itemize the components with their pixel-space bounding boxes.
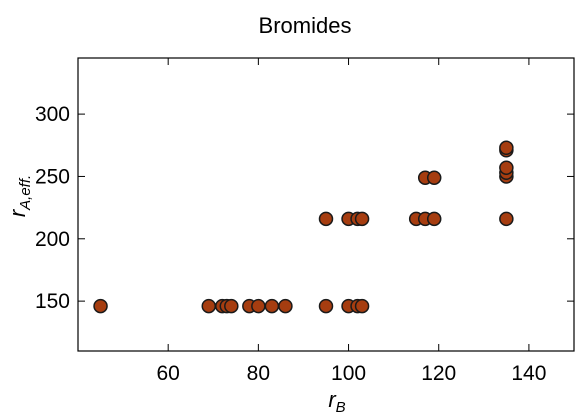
data-point (428, 212, 441, 225)
data-point (500, 212, 513, 225)
data-point (500, 161, 513, 174)
x-tick-label: 60 (157, 362, 180, 385)
data-point (500, 141, 513, 154)
data-point (356, 300, 369, 313)
data-points (94, 141, 513, 312)
chart-title: Bromides (259, 13, 352, 38)
x-tick-label: 100 (331, 362, 366, 385)
data-point (428, 171, 441, 184)
x-tick-label: 120 (421, 362, 456, 385)
data-point (94, 300, 107, 313)
y-tick-label: 150 (35, 290, 70, 313)
data-point (202, 300, 215, 313)
data-point (225, 300, 238, 313)
y-tick-label: 300 (35, 103, 70, 126)
y-tick-label: 250 (35, 165, 70, 188)
x-tick-label: 80 (247, 362, 270, 385)
data-point (320, 212, 333, 225)
y-axis-label: rA,eff. (5, 175, 34, 217)
data-point (320, 300, 333, 313)
x-tick-label: 140 (511, 362, 546, 385)
x-axis-label: rB (328, 387, 345, 414)
y-tick-label: 200 (35, 228, 70, 251)
data-point (265, 300, 278, 313)
data-point (252, 300, 265, 313)
data-point (356, 212, 369, 225)
axis-ticks: 60 80 100 120 140 150 200 250 300 (35, 58, 574, 385)
data-point (279, 300, 292, 313)
